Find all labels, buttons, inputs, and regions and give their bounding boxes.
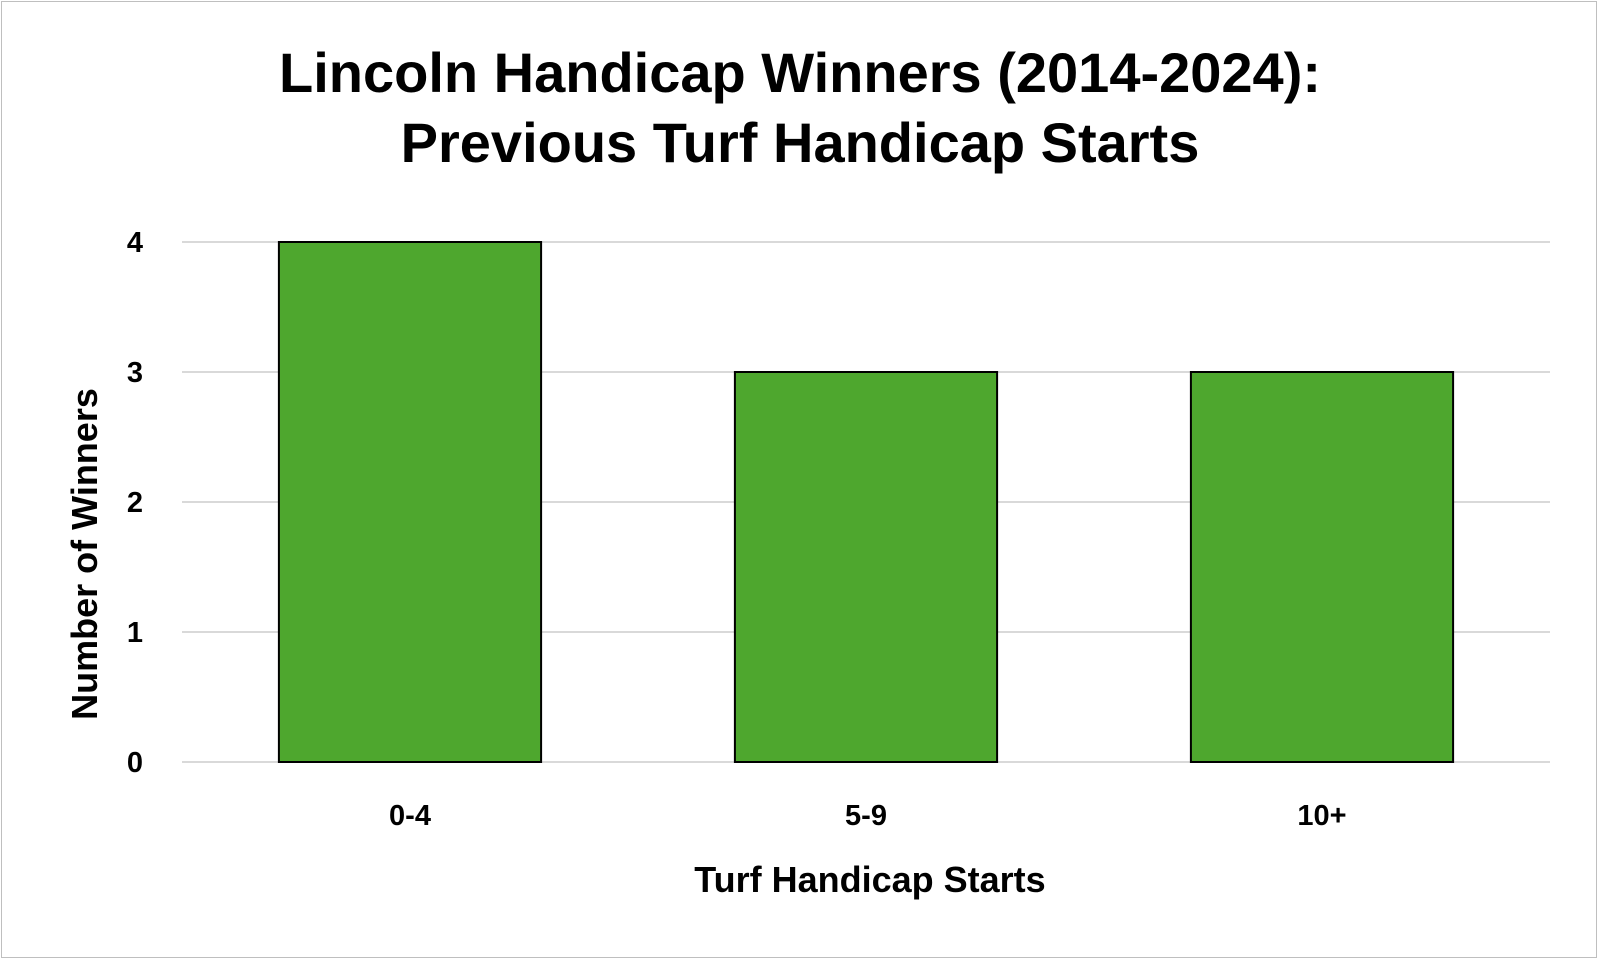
y-axis-ticks: 0 1 2 3 4 — [127, 227, 143, 779]
x-tick-label: 0-4 — [389, 800, 431, 832]
y-tick-label: 3 — [127, 357, 143, 389]
y-tick-label: 0 — [127, 747, 143, 779]
y-tick-label: 4 — [127, 227, 143, 259]
x-tick-label: 5-9 — [845, 800, 887, 832]
x-axis-ticks: 0-4 5-9 10+ — [389, 800, 1347, 832]
x-tick-label: 10+ — [1297, 800, 1346, 832]
y-tick-label: 1 — [127, 617, 143, 649]
y-tick-label: 2 — [127, 487, 143, 519]
x-axis-title: Turf Handicap Starts — [694, 859, 1045, 900]
y-axis-title: Number of Winners — [64, 388, 105, 720]
bar-10+ — [1189, 371, 1455, 763]
bars — [277, 241, 1455, 763]
bar-5-9 — [733, 371, 999, 763]
chart-title: Lincoln Handicap Winners (2014-2024): Pr… — [279, 41, 1321, 174]
bar-0-4 — [277, 241, 543, 763]
